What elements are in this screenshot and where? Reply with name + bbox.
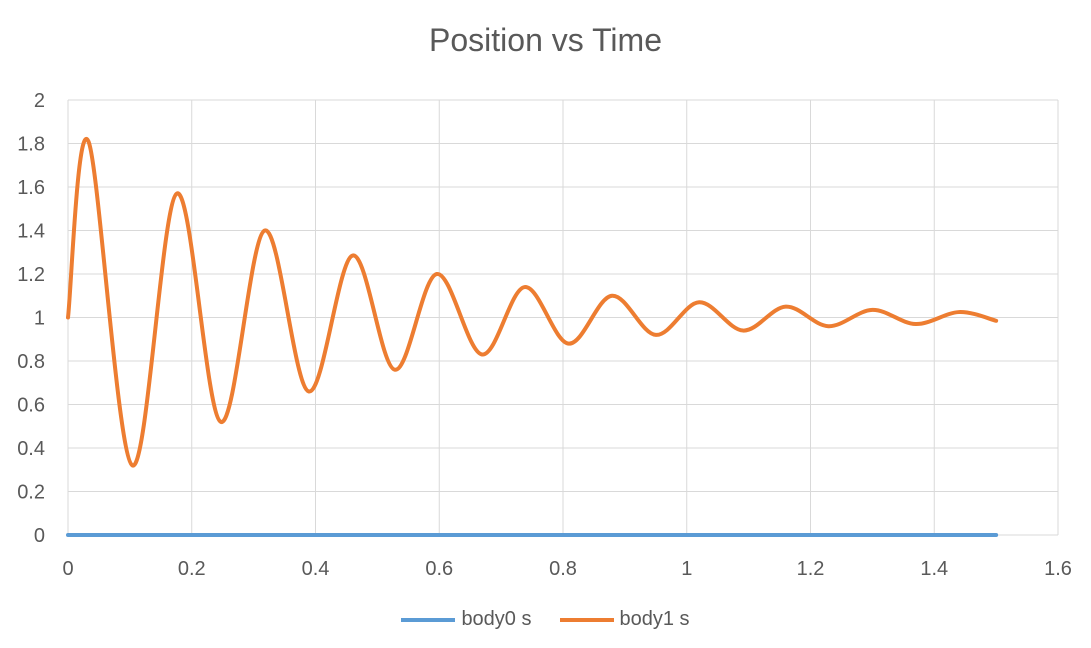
y-tick-label: 0.8: [17, 351, 45, 373]
y-tick-label: 1.8: [17, 134, 45, 156]
y-tick-label: 1.6: [17, 177, 45, 199]
x-tick-label: 1.6: [1044, 558, 1072, 580]
y-tick-label: 1.2: [17, 264, 45, 286]
gridlines: [67, 99, 1059, 536]
y-tick-label: 2: [34, 90, 45, 112]
series-group: [66, 136, 999, 537]
legend-item-body0: body0 s: [401, 608, 532, 631]
x-tick-label: 0.6: [425, 558, 453, 580]
series-line-body1: [66, 136, 999, 468]
y-axis-ticks: 0 0.2 0.4 0.6 0.8 1 1.2 1.4 1.6 1.8 2: [17, 90, 45, 547]
x-tick-label: 0: [62, 558, 73, 580]
y-tick-label: 0.6: [17, 395, 45, 417]
legend-label-body1: body1 s: [619, 608, 690, 630]
y-tick-label: 0: [34, 525, 45, 547]
x-tick-label: 0.4: [302, 558, 330, 580]
legend: body0 s body1 s: [0, 608, 1091, 631]
x-tick-label: 1.4: [920, 558, 948, 580]
x-axis-ticks: 0 0.2 0.4 0.6 0.8 1 1.2 1.4 1.6: [62, 558, 1071, 580]
legend-swatch-body1: [559, 617, 614, 622]
legend-item-body1: body1 s: [559, 608, 690, 631]
x-tick-label: 0.2: [178, 558, 206, 580]
legend-swatch-body0: [401, 617, 456, 622]
x-tick-label: 1.2: [797, 558, 825, 580]
x-tick-label: 0.8: [549, 558, 577, 580]
y-tick-label: 1: [34, 308, 45, 330]
legend-label-body0: body0 s: [461, 608, 532, 630]
chart-title: Position vs Time: [429, 22, 662, 58]
y-tick-label: 1.4: [17, 221, 45, 243]
x-tick-label: 1: [681, 558, 692, 580]
y-tick-label: 0.4: [17, 438, 45, 460]
y-tick-label: 0.2: [17, 482, 45, 504]
